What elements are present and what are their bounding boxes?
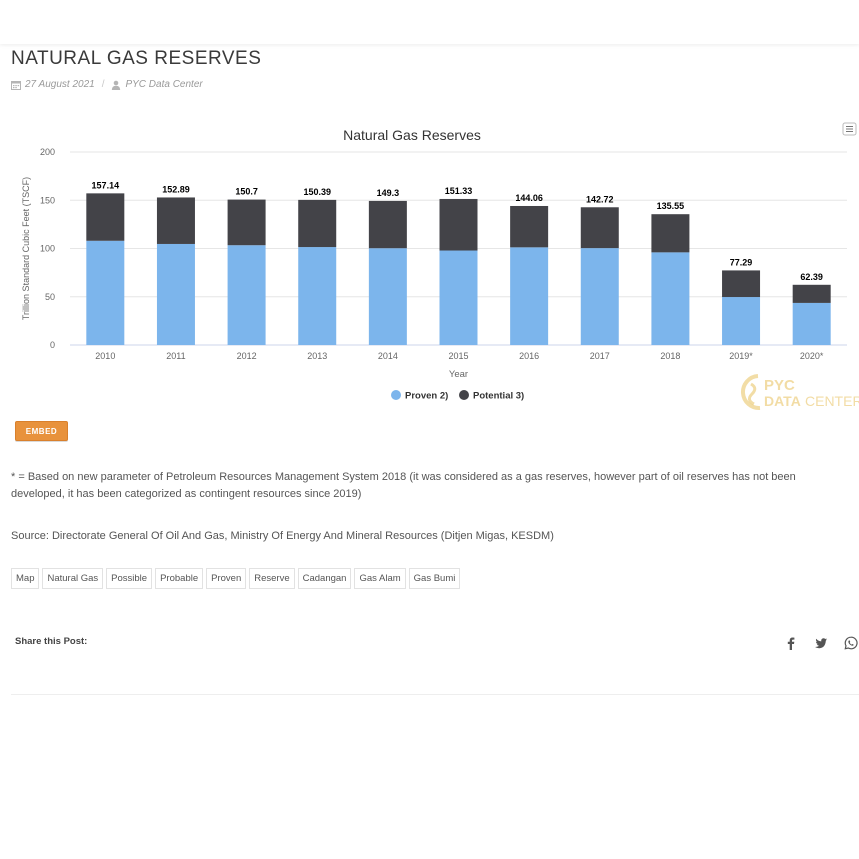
bar-proven	[651, 252, 690, 345]
legend-label[interactable]: Proven 2)	[405, 391, 448, 402]
bar-potential	[298, 199, 337, 248]
y-tick-label: 100	[40, 244, 55, 254]
x-tick-label: 2019*	[729, 351, 753, 361]
y-tick-label: 200	[40, 147, 55, 157]
tag-gas-bumi[interactable]: Gas Bumi	[408, 568, 461, 589]
bar-proven	[580, 248, 619, 345]
bar-proven	[510, 247, 549, 345]
hamburger-menu-icon[interactable]	[842, 122, 857, 136]
source-text: Source: Directorate General Of Oil And G…	[11, 530, 554, 542]
bar-total-label: 157.14	[92, 180, 120, 190]
y-axis-label: Trillion Standard Cubic Feet (TSCF)	[21, 177, 31, 320]
x-axis-label: Year	[449, 369, 468, 380]
tag-map[interactable]: Map	[11, 568, 40, 589]
twitter-icon[interactable]	[814, 636, 828, 650]
stacked-bar-chart: Natural Gas Reserves 0 50 100 150 200 Trillion…	[21, 122, 857, 402]
bar-proven	[722, 297, 761, 345]
y-tick-label: 150	[40, 195, 55, 205]
logo-line-2: DATA	[764, 393, 801, 409]
bar-potential	[368, 200, 407, 249]
calendar-icon	[11, 80, 21, 90]
legend-marker	[459, 390, 469, 400]
bar-potential	[792, 284, 831, 303]
x-tick-label: 2010	[95, 351, 115, 361]
y-tick-label: 50	[45, 292, 55, 302]
bar-total-label: 152.89	[162, 184, 190, 194]
meta-separator: /	[101, 79, 105, 90]
bar-proven	[792, 302, 831, 345]
bar-proven	[368, 248, 407, 345]
top-navigation-bar	[0, 0, 859, 44]
bar-total-label: 62.39	[800, 272, 823, 282]
x-tick-label: 2018	[660, 351, 680, 361]
bar-total-label: 150.39	[303, 187, 331, 197]
bar-total-label: 149.3	[377, 188, 400, 198]
bar-proven	[227, 245, 266, 345]
tag-natural-gas[interactable]: Natural Gas	[42, 568, 104, 589]
x-tick-label: 2017	[590, 351, 610, 361]
chart-title: Natural Gas Reserves	[343, 127, 481, 143]
bar-proven	[156, 243, 195, 345]
post-title: NATURAL GAS RESERVES	[11, 48, 262, 69]
bar-potential	[439, 198, 478, 251]
user-icon	[112, 80, 121, 90]
tag-list: Map Natural Gas Possible Probable Proven…	[11, 568, 461, 589]
x-tick-label: 2015	[448, 351, 468, 361]
tag-cadangan[interactable]: Cadangan	[297, 568, 352, 589]
footnote-text: * = Based on new parameter of Petroleum …	[11, 471, 796, 500]
whatsapp-icon[interactable]	[844, 636, 858, 650]
facebook-icon[interactable]	[784, 636, 798, 650]
bar-total-label: 144.06	[515, 193, 543, 203]
bar-potential	[510, 205, 549, 248]
tag-proven[interactable]: Proven	[206, 568, 247, 589]
embed-button[interactable]: EMBED	[15, 421, 68, 441]
bar-proven	[439, 250, 478, 345]
share-icons	[784, 636, 858, 650]
logo-line-3: CENTER	[805, 393, 859, 409]
bar-potential	[580, 207, 619, 249]
bar-potential	[156, 197, 195, 244]
x-tick-label: 2012	[237, 351, 257, 361]
bottom-divider	[11, 694, 859, 695]
chart-container: Natural Gas Reserves 0 50 100 150 200 Trillion…	[11, 118, 859, 408]
x-tick-label: 2011	[166, 351, 185, 361]
bar-total-label: 151.33	[445, 186, 473, 196]
bar-potential	[722, 270, 761, 298]
bar-total-label: 77.29	[730, 257, 753, 267]
legend-marker	[391, 390, 401, 400]
post-meta: 27 August 2021 / PYC Data Center	[11, 79, 203, 90]
bar-total-label: 142.72	[586, 194, 614, 204]
x-tick-label: 2014	[378, 351, 398, 361]
x-tick-label: 2013	[307, 351, 327, 361]
legend-label[interactable]: Potential 3)	[473, 391, 524, 402]
bar-total-label: 135.55	[657, 201, 685, 211]
bar-potential	[651, 214, 690, 253]
tag-possible[interactable]: Possible	[106, 568, 153, 589]
bar-proven	[86, 240, 125, 345]
post-author[interactable]: PYC Data Center	[125, 79, 203, 90]
bar-proven	[298, 247, 337, 345]
bar-potential	[227, 199, 266, 246]
bar-total-label: 150.7	[235, 187, 258, 197]
share-label: Share this Post:	[15, 636, 88, 647]
logo-line-1: PYC	[764, 377, 795, 394]
tag-reserve[interactable]: Reserve	[249, 568, 295, 589]
x-tick-label: 2016	[519, 351, 539, 361]
bar-potential	[86, 193, 125, 241]
pyc-data-center-logo: PYC DATA CENTER	[736, 370, 859, 414]
x-tick-label: 2020*	[800, 351, 824, 361]
tag-gas-alam[interactable]: Gas Alam	[354, 568, 406, 589]
post-date: 27 August 2021	[25, 79, 95, 90]
y-tick-label: 0	[50, 340, 55, 350]
tag-probable[interactable]: Probable	[155, 568, 204, 589]
